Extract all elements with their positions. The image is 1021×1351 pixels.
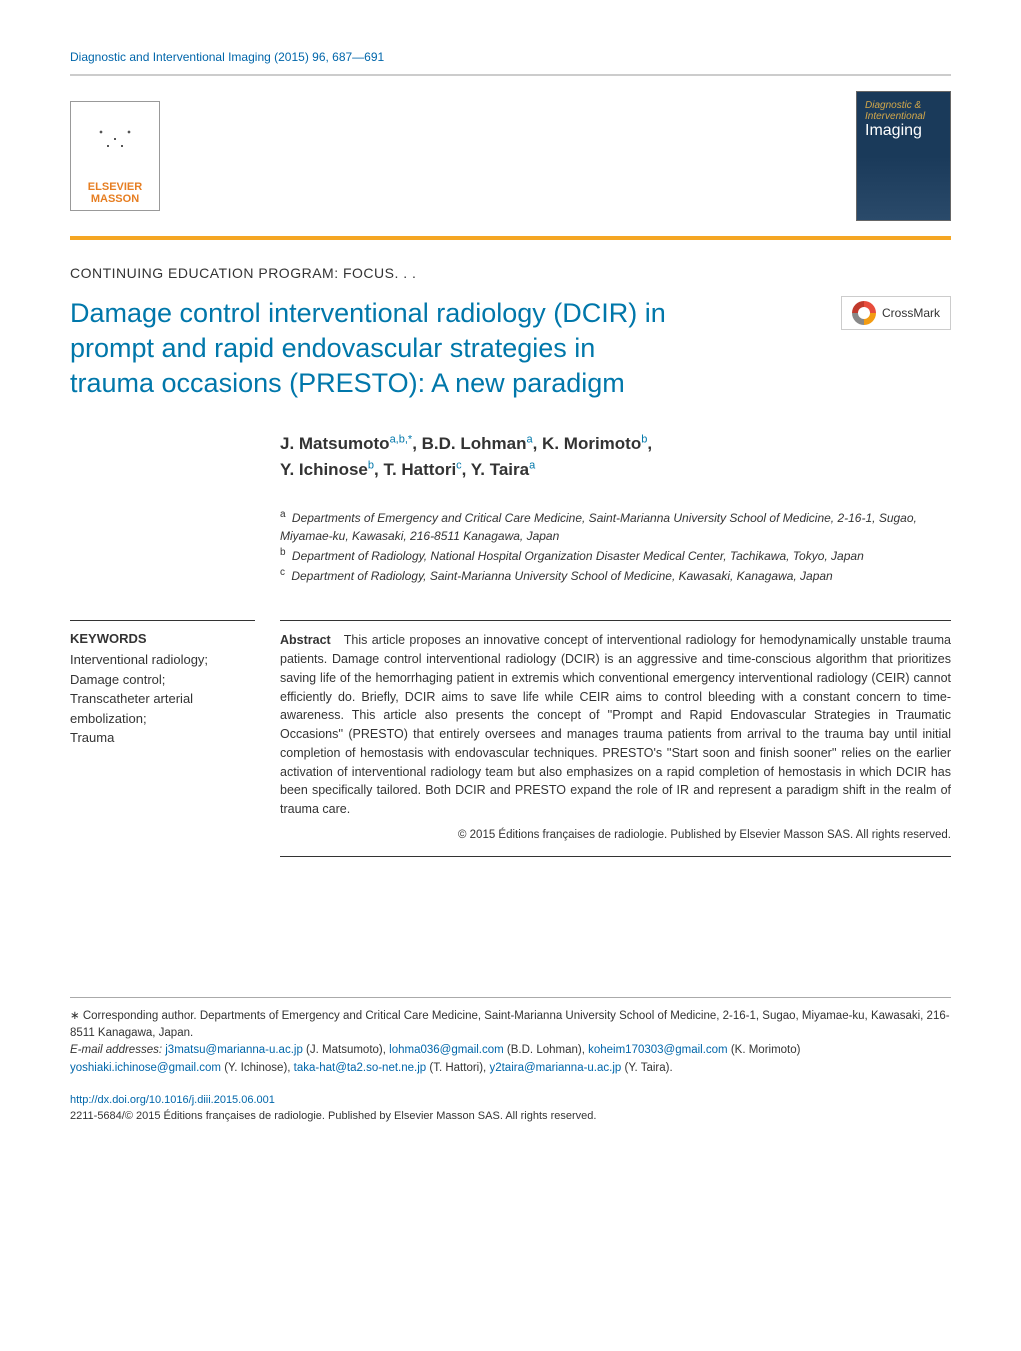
article-title: Damage control interventional radiology … xyxy=(70,296,670,401)
abstract-text: Abstract This article proposes an innova… xyxy=(280,631,951,819)
keywords-list: Interventional radiology;Damage control;… xyxy=(70,650,255,748)
publisher-name-2: MASSON xyxy=(91,193,139,205)
authors-list: J. Matsumotoa,b,*, B.D. Lohmana, K. Mori… xyxy=(280,431,951,482)
authors-line-2: Y. Ichinoseb, T. Hattoric, Y. Tairaa xyxy=(280,457,951,483)
crossmark-icon xyxy=(852,301,876,325)
authors-line-1: J. Matsumotoa,b,*, B.D. Lohmana, K. Mori… xyxy=(280,431,951,457)
cover-large-title: Imaging xyxy=(865,122,942,140)
email-link[interactable]: lohma036@gmail.com xyxy=(389,1044,504,1056)
keywords-column: KEYWORDS Interventional radiology;Damage… xyxy=(70,620,255,857)
content-columns: KEYWORDS Interventional radiology;Damage… xyxy=(70,620,951,857)
corresponding-author: ∗ Corresponding author. Departments of E… xyxy=(70,1008,951,1043)
affiliation-item: c Department of Radiology, Saint-Mariann… xyxy=(280,565,951,585)
keywords-heading: KEYWORDS xyxy=(70,631,255,646)
title-row: Damage control interventional radiology … xyxy=(70,296,951,401)
abstract-body: This article proposes an innovative conc… xyxy=(280,633,951,816)
elsevier-tree-icon xyxy=(80,111,150,181)
crossmark-label: CrossMark xyxy=(882,306,940,320)
abstract-copyright: © 2015 Éditions françaises de radiologie… xyxy=(280,829,951,841)
email-addresses: E-mail addresses: j3matsu@marianna-u.ac.… xyxy=(70,1042,951,1077)
affiliation-item: a Departments of Emergency and Critical … xyxy=(280,507,951,545)
email-label: E-mail addresses: xyxy=(70,1044,162,1056)
authors-block: J. Matsumotoa,b,*, B.D. Lohmana, K. Mori… xyxy=(280,431,951,585)
cover-small-title: Diagnostic & Interventional xyxy=(865,100,942,122)
footer: ∗ Corresponding author. Departments of E… xyxy=(70,997,951,1125)
doi-row: http://dx.doi.org/10.1016/j.diii.2015.06… xyxy=(70,1092,951,1109)
abstract-column: Abstract This article proposes an innova… xyxy=(280,620,951,857)
doi-link[interactable]: http://dx.doi.org/10.1016/j.diii.2015.06… xyxy=(70,1094,275,1106)
affiliations: a Departments of Emergency and Critical … xyxy=(280,507,951,585)
journal-reference[interactable]: Diagnostic and Interventional Imaging (2… xyxy=(70,50,951,64)
journal-cover-thumbnail[interactable]: Diagnostic & Interventional Imaging xyxy=(856,91,951,221)
crossmark-badge[interactable]: CrossMark xyxy=(841,296,951,330)
section-label: CONTINUING EDUCATION PROGRAM: FOCUS. . . xyxy=(70,265,951,281)
abstract-label: Abstract xyxy=(280,633,331,647)
email-link[interactable]: j3matsu@marianna-u.ac.jp xyxy=(165,1044,303,1056)
header-bar: ELSEVIER MASSON Diagnostic & Interventio… xyxy=(70,74,951,240)
email-link[interactable]: yoshiaki.ichinose@gmail.com xyxy=(70,1062,221,1074)
publisher-name-1: ELSEVIER xyxy=(88,181,142,193)
affiliation-item: b Department of Radiology, National Hosp… xyxy=(280,545,951,565)
publisher-logo[interactable]: ELSEVIER MASSON xyxy=(70,101,160,211)
issn-copyright: 2211-5684/© 2015 Éditions françaises de … xyxy=(70,1108,951,1125)
email-link[interactable]: taka-hat@ta2.so-net.ne.jp xyxy=(294,1062,427,1074)
email-link[interactable]: y2taira@marianna-u.ac.jp xyxy=(489,1062,621,1074)
email-link[interactable]: koheim170303@gmail.com xyxy=(588,1044,728,1056)
